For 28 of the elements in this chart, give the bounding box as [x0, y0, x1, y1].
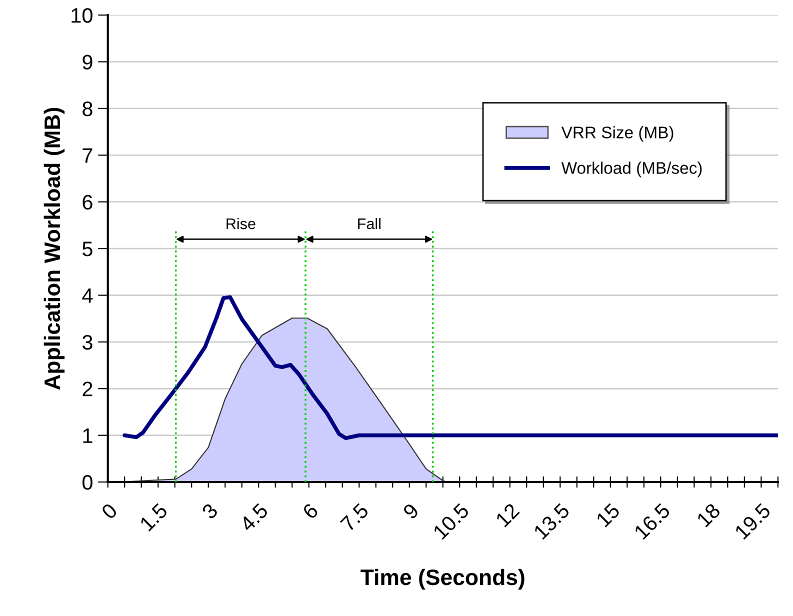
y-tick-label: 6	[82, 194, 92, 210]
y-tick-label: 9	[82, 54, 92, 70]
annotation: Rise	[226, 218, 256, 230]
y-tick-label: 0	[82, 475, 92, 490]
y-tick-label: 4	[82, 288, 93, 303]
y-tick-label: 1	[83, 428, 92, 443]
x-tick-label: 0	[100, 502, 118, 520]
legend-label: Workload (MB/sec)	[561, 162, 702, 178]
x-tick-label: 9	[402, 502, 420, 520]
x-axis-title: Time (Seconds)	[360, 568, 524, 590]
x-tick-label: 15	[596, 502, 621, 528]
x-tick-label: 1.5	[139, 502, 168, 532]
x-tick-label: 18	[696, 502, 722, 528]
x-tick-label: 7.5	[340, 502, 370, 532]
y-tick-label: 10	[72, 8, 92, 23]
y-tick-label: 3	[82, 334, 92, 350]
x-tick-label: 3	[201, 502, 219, 520]
line-series	[122, 295, 778, 440]
y-tick-label: 2	[82, 382, 92, 396]
y-axis-title: Application Workload (MB)	[44, 108, 65, 390]
annotation: Fall	[358, 218, 380, 230]
x-tick-label: 12	[495, 502, 520, 528]
y-tick-label: 8	[82, 101, 92, 116]
legend-label: VRR Size (MB)	[561, 126, 674, 142]
x-tick-label: 6	[302, 502, 320, 520]
y-tick-label: 5	[82, 242, 92, 256]
y-tick-label: 7	[82, 148, 92, 163]
x-tick-label: 4.5	[239, 502, 269, 532]
